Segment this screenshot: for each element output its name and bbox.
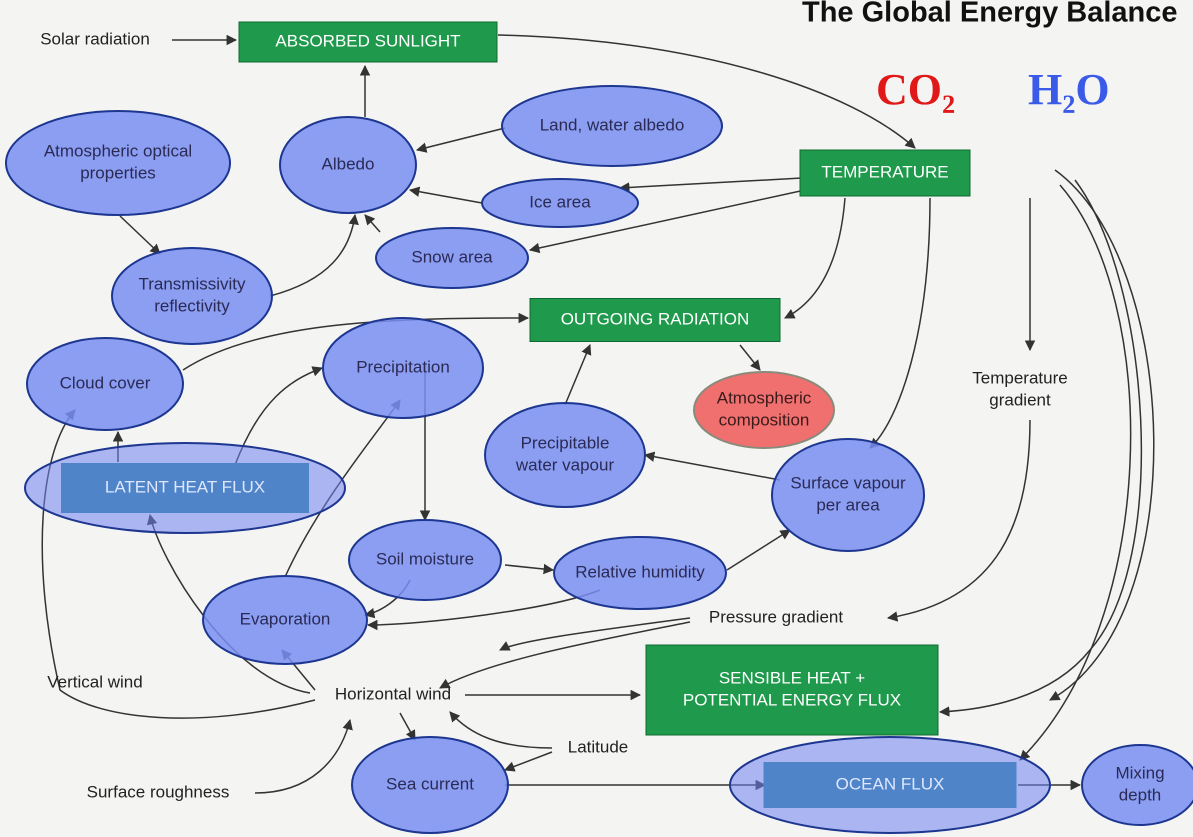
box — [799, 149, 971, 197]
node-label: OUTGOING RADIATION — [561, 309, 750, 328]
ellipse — [26, 337, 184, 431]
node-label: SENSIBLE HEAT + — [719, 668, 865, 687]
node-label: Evaporation — [240, 609, 331, 628]
ellipse — [322, 317, 484, 419]
node-label: Soil moisture — [376, 549, 474, 568]
ellipse — [351, 736, 509, 834]
node-label: Precipitable — [521, 433, 610, 452]
node-label: properties — [80, 163, 156, 182]
ellipse — [5, 110, 231, 216]
ellipse — [279, 116, 417, 214]
node-label: Albedo — [322, 154, 375, 173]
ellipse — [481, 178, 639, 228]
ellipse — [348, 519, 502, 601]
ellipse — [729, 736, 1051, 834]
ellipse — [693, 371, 835, 449]
node-label: water vapour — [515, 455, 615, 474]
node-label: Solar radiation — [40, 29, 150, 48]
node-label: Precipitation — [356, 357, 450, 376]
node-label: Latitude — [568, 737, 629, 756]
node-label: Mixing — [1115, 763, 1164, 782]
node-label: Atmospheric — [717, 388, 812, 407]
node-label: Relative humidity — [575, 562, 705, 581]
arrows — [41, 34, 1155, 794]
node-label: Surface roughness — [87, 782, 230, 801]
node-label: Cloud cover — [60, 373, 151, 392]
node-label: Sea current — [386, 774, 474, 793]
node-label: POTENTIAL ENERGY FLUX — [683, 690, 901, 709]
title: The Global Energy Balance — [802, 0, 1178, 29]
node-label: Transmissivity — [138, 274, 246, 293]
node-label: OCEAN FLUX — [836, 774, 945, 793]
node-label: Land, water albedo — [540, 115, 685, 134]
ellipse — [553, 536, 727, 610]
node-label: LATENT HEAT FLUX — [105, 477, 265, 496]
ellipse — [484, 402, 646, 508]
ellipse — [24, 442, 346, 534]
box — [238, 21, 498, 63]
nodes: Solar radiation ABSORBED SUNLIGHT Land, wa… — [5, 21, 1193, 834]
node-label: Atmospheric optical — [44, 141, 192, 160]
node-label: composition — [719, 410, 810, 429]
node-label: depth — [1119, 785, 1162, 804]
gas-label: H₂O — [1028, 65, 1110, 114]
node-label: Horizontal wind — [335, 684, 451, 703]
node-label: Pressure gradient — [709, 607, 843, 626]
gas-label: CO₂ — [876, 65, 955, 114]
box — [645, 644, 939, 736]
node-label: Snow area — [411, 247, 493, 266]
node-label: per area — [816, 495, 880, 514]
ellipse — [771, 438, 925, 552]
ellipse — [111, 247, 273, 345]
ellipse — [202, 575, 368, 665]
node-label: ABSORBED SUNLIGHT — [275, 31, 460, 50]
node-label: Ice area — [529, 192, 591, 211]
ellipse — [375, 227, 529, 289]
node-label: Vertical wind — [47, 672, 142, 691]
node-label: TEMPERATURE — [821, 162, 948, 181]
node-label: gradient — [989, 390, 1051, 409]
node-label: Temperature — [972, 368, 1067, 387]
ellipse — [1081, 744, 1193, 826]
node-label: reflectivity — [154, 296, 230, 315]
box — [529, 298, 781, 342]
ellipse — [501, 85, 723, 167]
node-label: Surface vapour — [790, 473, 906, 492]
